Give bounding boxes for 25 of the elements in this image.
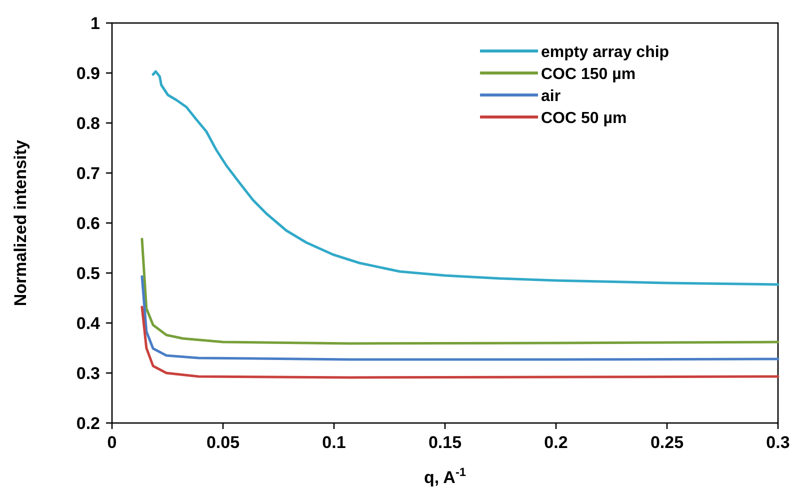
y-tick-label: 0.9 <box>76 64 100 83</box>
legend-label: COC 150 µm <box>541 66 636 83</box>
x-axis-title: q, A$^{-1}$ <box>424 465 466 487</box>
x-tick-label: 0.3 <box>766 433 790 452</box>
y-tick-label: 0.5 <box>76 264 100 283</box>
legend-label: empty array chip <box>541 44 670 61</box>
y-tick-label: 0.8 <box>76 114 100 133</box>
x-tick-label: 0.2 <box>544 433 568 452</box>
y-tick-label: 0.6 <box>76 214 100 233</box>
x-tick-label: 0 <box>107 433 117 452</box>
x-tick-label: 0.1 <box>322 433 346 452</box>
y-tick-label: 0.7 <box>76 164 100 183</box>
y-tick-label: 0.2 <box>76 414 100 433</box>
legend-label: COC 50 µm <box>541 110 627 127</box>
legend-label: air <box>541 88 561 105</box>
y-axis-title: Normalized intensity <box>11 139 30 306</box>
x-tick-label: 0.25 <box>650 433 684 452</box>
x-tick-label: 0.05 <box>206 433 240 452</box>
x-tick-label: 0.15 <box>428 433 462 452</box>
line-series <box>140 275 780 361</box>
y-tick-label: 0.3 <box>76 364 100 383</box>
y-tick-label: 0.4 <box>76 314 101 333</box>
y-tick-label: 1 <box>90 14 100 33</box>
line-series <box>140 306 780 379</box>
line-series <box>140 238 780 345</box>
